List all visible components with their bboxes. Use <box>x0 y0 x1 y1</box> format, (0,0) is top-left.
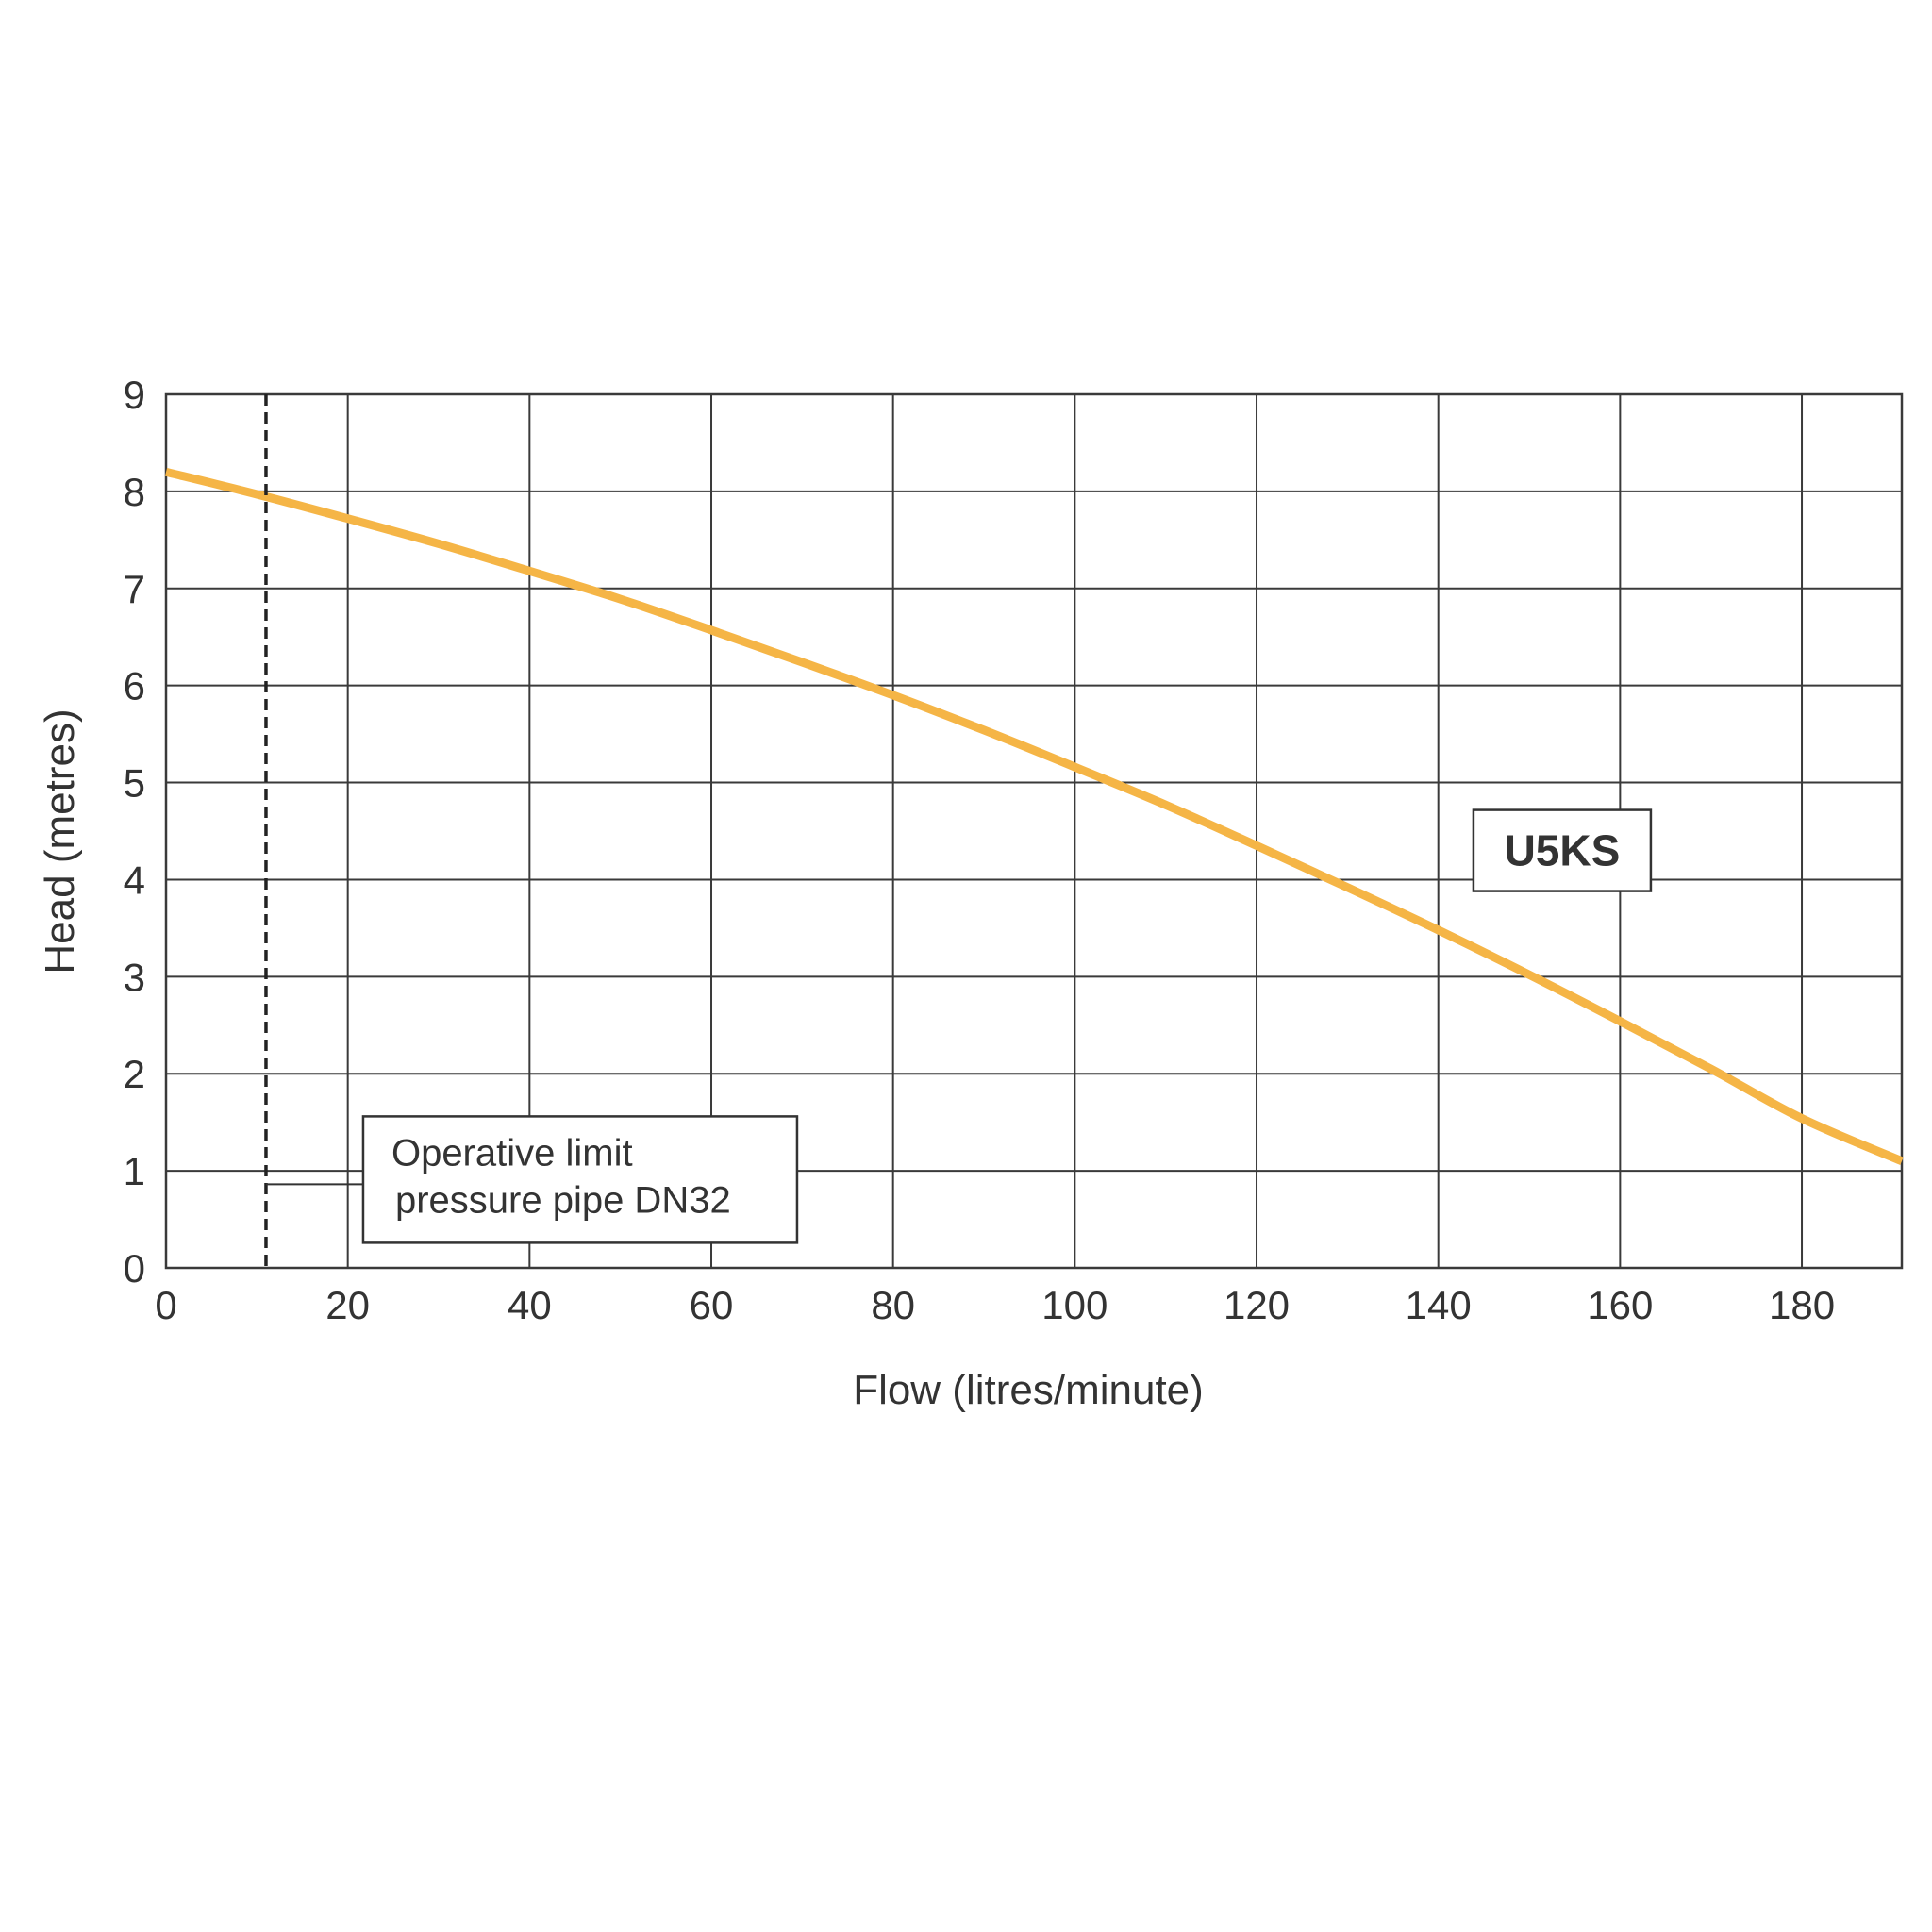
x-tick-label-40: 40 <box>508 1283 552 1327</box>
x-tick-label-20: 20 <box>325 1283 370 1327</box>
x-tick-label-180: 180 <box>1769 1283 1835 1327</box>
y-tick-label-2: 2 <box>124 1052 145 1096</box>
y-tick-label-3: 3 <box>124 955 145 999</box>
y-tick-label-4: 4 <box>124 858 145 902</box>
operative-limit-box <box>361 1115 799 1244</box>
y-tick-label-8: 8 <box>124 470 145 514</box>
y-axis-title: Head (metres) <box>37 708 83 974</box>
series-label-frame <box>1472 808 1653 892</box>
x-tick-label-80: 80 <box>871 1283 915 1327</box>
x-tick-labels: 0 20 40 60 80 100 120 140 160 180 <box>155 1283 1835 1327</box>
x-axis-title: Flow (litres/minute) <box>853 1367 1204 1413</box>
annotations: Operative limit pressure pipe DN32 <box>264 394 799 1268</box>
y-tick-label-6: 6 <box>124 664 145 708</box>
series-line-u5ks <box>164 467 1904 1165</box>
y-tick-label-9: 9 <box>124 373 145 417</box>
operative-limit-text-line-1: Operative limit <box>391 1132 633 1174</box>
x-tick-label-140: 140 <box>1406 1283 1472 1327</box>
y-tick-label-5: 5 <box>124 761 145 806</box>
series-label-box: U5KS <box>1472 808 1653 892</box>
y-tick-label-7: 7 <box>124 567 145 611</box>
x-tick-label-0: 0 <box>155 1283 176 1327</box>
plot-frame <box>164 392 1904 1270</box>
series-label-u5ks: U5KS <box>1505 826 1621 875</box>
series-lines <box>164 467 1904 1165</box>
x-tick-label-60: 60 <box>690 1283 734 1327</box>
y-tick-labels: 0 1 2 3 4 5 6 7 8 9 <box>124 373 145 1291</box>
y-tick-label-0: 0 <box>124 1246 145 1291</box>
operative-limit-text-line-2: pressure pipe DN32 <box>395 1179 731 1221</box>
x-tick-label-100: 100 <box>1041 1283 1108 1327</box>
x-tick-label-120: 120 <box>1224 1283 1290 1327</box>
y-tick-label-1: 1 <box>124 1149 145 1193</box>
x-tick-label-160: 160 <box>1587 1283 1653 1327</box>
